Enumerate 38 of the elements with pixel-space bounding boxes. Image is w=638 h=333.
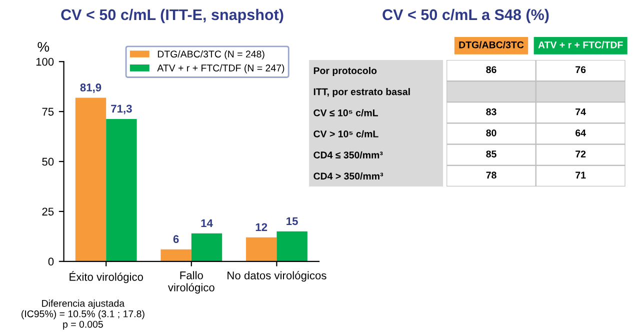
legend-label: DTG/ABC/3TC (N = 248) [158, 50, 264, 60]
data-label: 83 [486, 108, 496, 116]
data-label: 64 [576, 129, 586, 136]
y-tick-label: CD4 > 350/mm³ [314, 172, 384, 180]
data-label: 76 [576, 66, 586, 74]
y-tick-label: ITT, por estrato basal [314, 88, 410, 98]
data-label: 15 [286, 217, 298, 226]
y-tick-label: CV ≤ 10⁵ c/mL [314, 109, 378, 116]
y-tick-label: 0 [48, 258, 54, 266]
data-label: 6 [173, 235, 179, 244]
x-tick-label: Fallo virológico [168, 271, 214, 294]
y-axis-title: % [38, 42, 50, 52]
y-tick-label: CV > 10⁵ c/mL [314, 130, 378, 138]
data-label: 78 [486, 172, 496, 179]
data-label: 81,9 [80, 84, 102, 94]
x-tick-label: DTG/ABC/3TC [459, 41, 524, 48]
data-label: 71 [576, 172, 586, 178]
data-label: 74 [576, 108, 586, 116]
chart-title: CV < 50 c/mL a S48 (%) [382, 8, 549, 24]
x-tick-label: Éxito virológico [70, 271, 144, 284]
data-label: 12 [256, 223, 268, 231]
data-label: 72 [576, 150, 586, 158]
data-label: 86 [486, 66, 496, 74]
data-label: 14 [201, 219, 213, 227]
legend-label: ATV + r + FTC/TDF (N = 247) [157, 64, 284, 74]
data-label: 71,3 [111, 104, 132, 114]
data-label: 85 [486, 150, 496, 158]
y-tick-label: 75 [42, 108, 54, 116]
chart-title: CV < 50 c/mL (ITT-E, snapshot) [61, 8, 284, 24]
x-tick-label: ATV + r + FTC/TDF [538, 41, 623, 48]
text: Diferencia ajustada (IC95%) = 10.5% (3.1 ; 17.8) p = 0.005 [22, 300, 144, 330]
y-tick-label: Por protocolo [314, 66, 377, 76]
y-tick-label: 25 [42, 208, 54, 216]
y-tick-label: CD4 ≤ 350/mm³ [314, 151, 383, 159]
y-tick-label: 50 [42, 158, 54, 166]
y-tick-label: 100 [36, 58, 54, 66]
x-tick-label: No datos virológicos [228, 271, 326, 282]
data-label: 80 [486, 129, 496, 136]
